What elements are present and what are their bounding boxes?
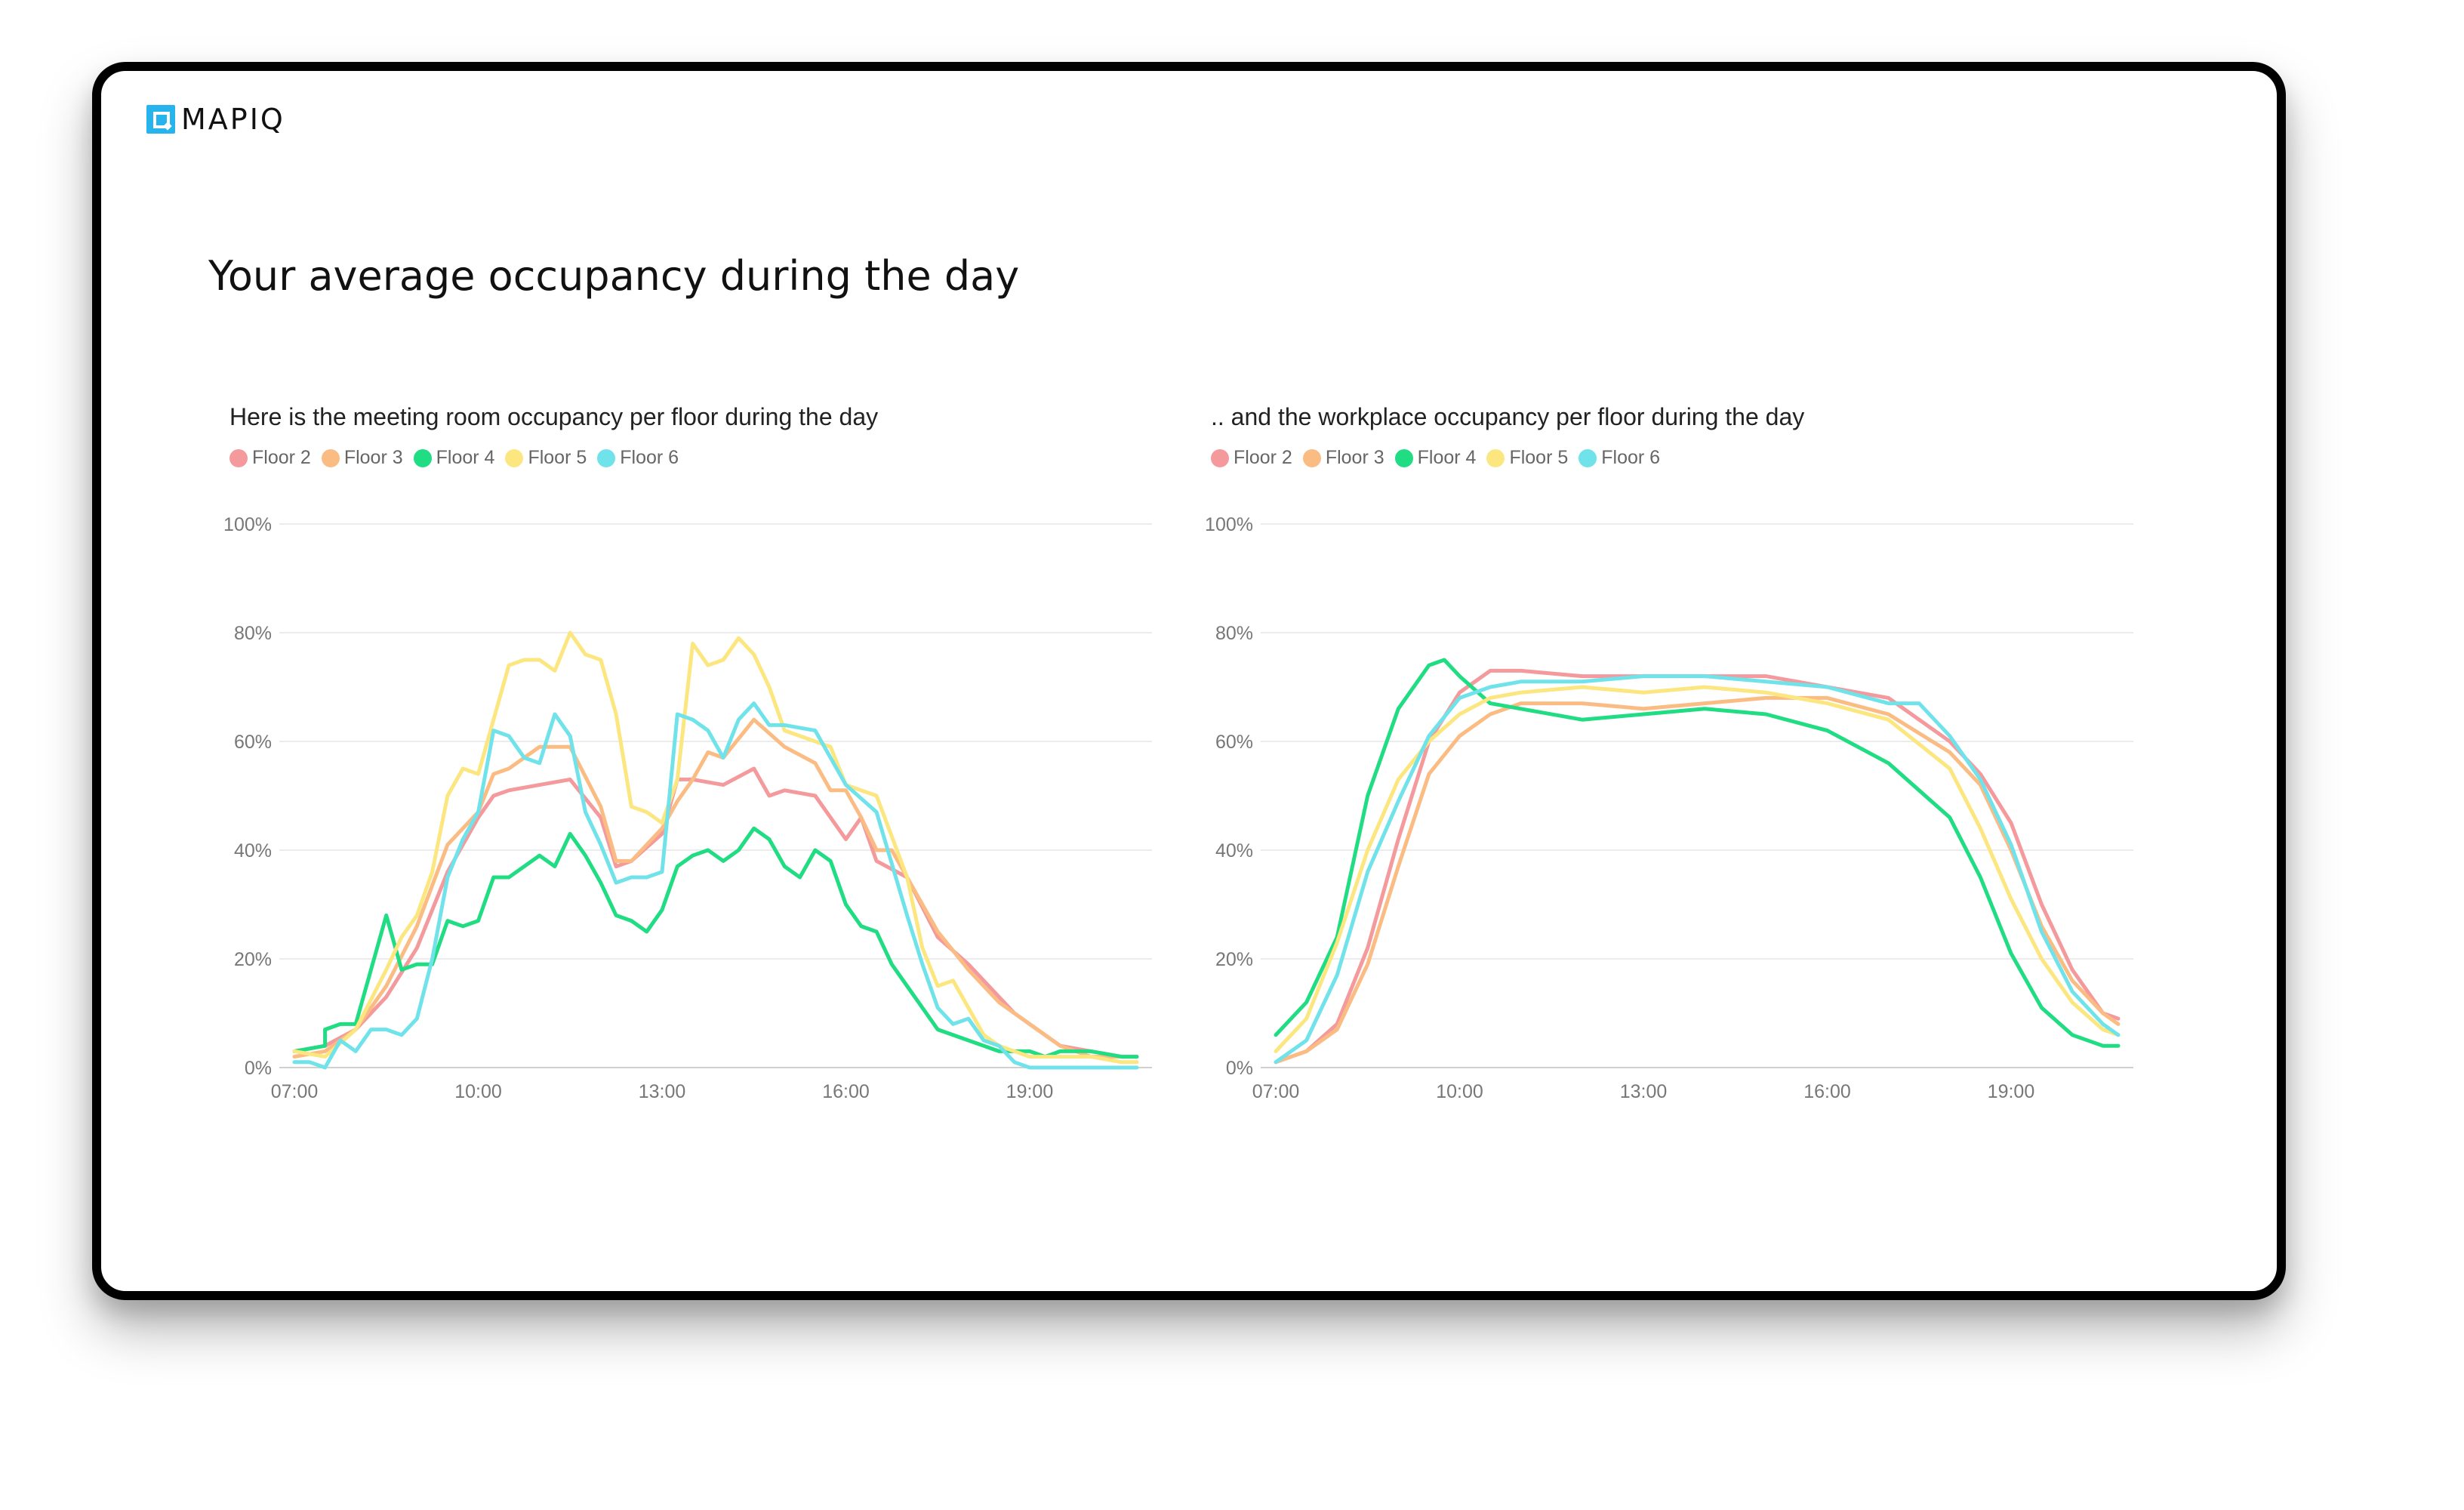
- x-tick-label: 07:00: [271, 1081, 319, 1102]
- y-tick-label: 40%: [234, 840, 272, 861]
- y-tick-label: 60%: [1215, 732, 1253, 753]
- legend-swatch: [1578, 448, 1597, 467]
- legend-item[interactable]: Floor 2: [229, 447, 311, 469]
- y-tick-label: 40%: [1215, 840, 1253, 861]
- legend-item[interactable]: Floor 6: [597, 447, 679, 469]
- chart-legend: Floor 2 Floor 3 Floor 4 Floor 5 Floor 6: [229, 447, 679, 469]
- legend-swatch: [597, 448, 616, 467]
- legend-item[interactable]: Floor 6: [1578, 447, 1660, 469]
- x-tick-label: 16:00: [822, 1081, 870, 1102]
- legend-label: Floor 4: [436, 447, 495, 468]
- legend-label: Floor 5: [528, 447, 587, 468]
- legend-item[interactable]: Floor 4: [413, 447, 495, 469]
- x-tick-label: 10:00: [454, 1081, 502, 1102]
- legend-swatch: [505, 448, 524, 467]
- legend-swatch: [1302, 448, 1321, 467]
- series-line-floor-4[interactable]: [1274, 658, 2121, 1048]
- legend-swatch: [413, 448, 432, 467]
- legend-item[interactable]: Floor 4: [1394, 447, 1477, 469]
- y-tick-label: 20%: [234, 949, 272, 970]
- y-tick-label: 60%: [234, 732, 272, 753]
- y-tick-label: 20%: [1215, 949, 1253, 970]
- legend-item[interactable]: Floor 3: [1302, 447, 1384, 469]
- x-tick-label: 19:00: [1988, 1081, 2035, 1102]
- chart-title: .. and the workplace occupancy per floor…: [1211, 403, 1805, 430]
- x-tick-label: 19:00: [1006, 1081, 1054, 1102]
- x-tick-label: 07:00: [1252, 1081, 1300, 1102]
- series-line-floor-3[interactable]: [1274, 695, 2121, 1065]
- legend-item[interactable]: Floor 3: [321, 447, 403, 469]
- workplace-occupancy-chart: 0% 20% 40% 60% 80% 100% 07:00 10:00 13:00 16:00 19…: [1205, 514, 2133, 1102]
- brand-name: MAPIQ: [181, 103, 285, 136]
- legend-item[interactable]: Floor 5: [1486, 447, 1568, 469]
- y-tick-label: 80%: [1215, 623, 1253, 644]
- legend-label: Floor 3: [1325, 447, 1384, 468]
- brand-logo: MAPIQ: [146, 103, 285, 136]
- legend-label: Floor 6: [620, 447, 679, 468]
- y-tick-label: 0%: [245, 1058, 272, 1079]
- chart-legend: Floor 2 Floor 3 Floor 4 Floor 5 Floor 6: [1211, 447, 1660, 469]
- mapiq-logo-icon: [146, 105, 175, 134]
- device-frame: MAPIQ Your average occupancy during the …: [92, 62, 2286, 1300]
- page-title: Your average occupancy during the day: [208, 252, 1020, 300]
- legend-label: Floor 6: [1601, 447, 1661, 468]
- series-line-floor-5[interactable]: [1274, 685, 2121, 1053]
- y-tick-label: 100%: [223, 514, 272, 535]
- legend-swatch: [1394, 448, 1413, 467]
- legend-label: Floor 2: [252, 447, 311, 468]
- legend-swatch: [229, 448, 248, 467]
- y-tick-label: 100%: [1205, 514, 1253, 535]
- legend-swatch: [1211, 448, 1229, 467]
- series-line-floor-2[interactable]: [1274, 668, 2121, 1065]
- x-tick-label: 10:00: [1436, 1081, 1483, 1102]
- legend-swatch: [1486, 448, 1505, 467]
- x-tick-label: 16:00: [1803, 1081, 1851, 1102]
- chart-title: Here is the meeting room occupancy per f…: [229, 403, 879, 430]
- y-tick-label: 80%: [234, 623, 272, 644]
- legend-label: Floor 3: [343, 447, 403, 468]
- meeting-room-chart-panel: Here is the meeting room occupancy per f…: [223, 403, 1196, 1143]
- y-tick-label: 0%: [1226, 1058, 1253, 1079]
- series-line-floor-2[interactable]: [292, 766, 1139, 1059]
- x-tick-label: 13:00: [639, 1081, 686, 1102]
- legend-label: Floor 2: [1234, 447, 1292, 468]
- legend-label: Floor 4: [1417, 447, 1477, 468]
- x-tick-label: 13:00: [1620, 1081, 1668, 1102]
- series-line-floor-5[interactable]: [292, 630, 1139, 1065]
- legend-swatch: [321, 448, 340, 467]
- legend-item[interactable]: Floor 2: [1211, 447, 1292, 469]
- workplace-chart-panel: .. and the workplace occupancy per floor…: [1205, 403, 2177, 1143]
- legend-item[interactable]: Floor 5: [505, 447, 587, 469]
- legend-label: Floor 5: [1509, 447, 1569, 468]
- meeting-room-occupancy-chart: 0% 20% 40% 60% 80% 100% 07:00 10:00 13:00 16:00 19…: [223, 514, 1152, 1102]
- series-line-floor-6[interactable]: [292, 701, 1139, 1070]
- series-line-floor-6[interactable]: [1274, 674, 2121, 1065]
